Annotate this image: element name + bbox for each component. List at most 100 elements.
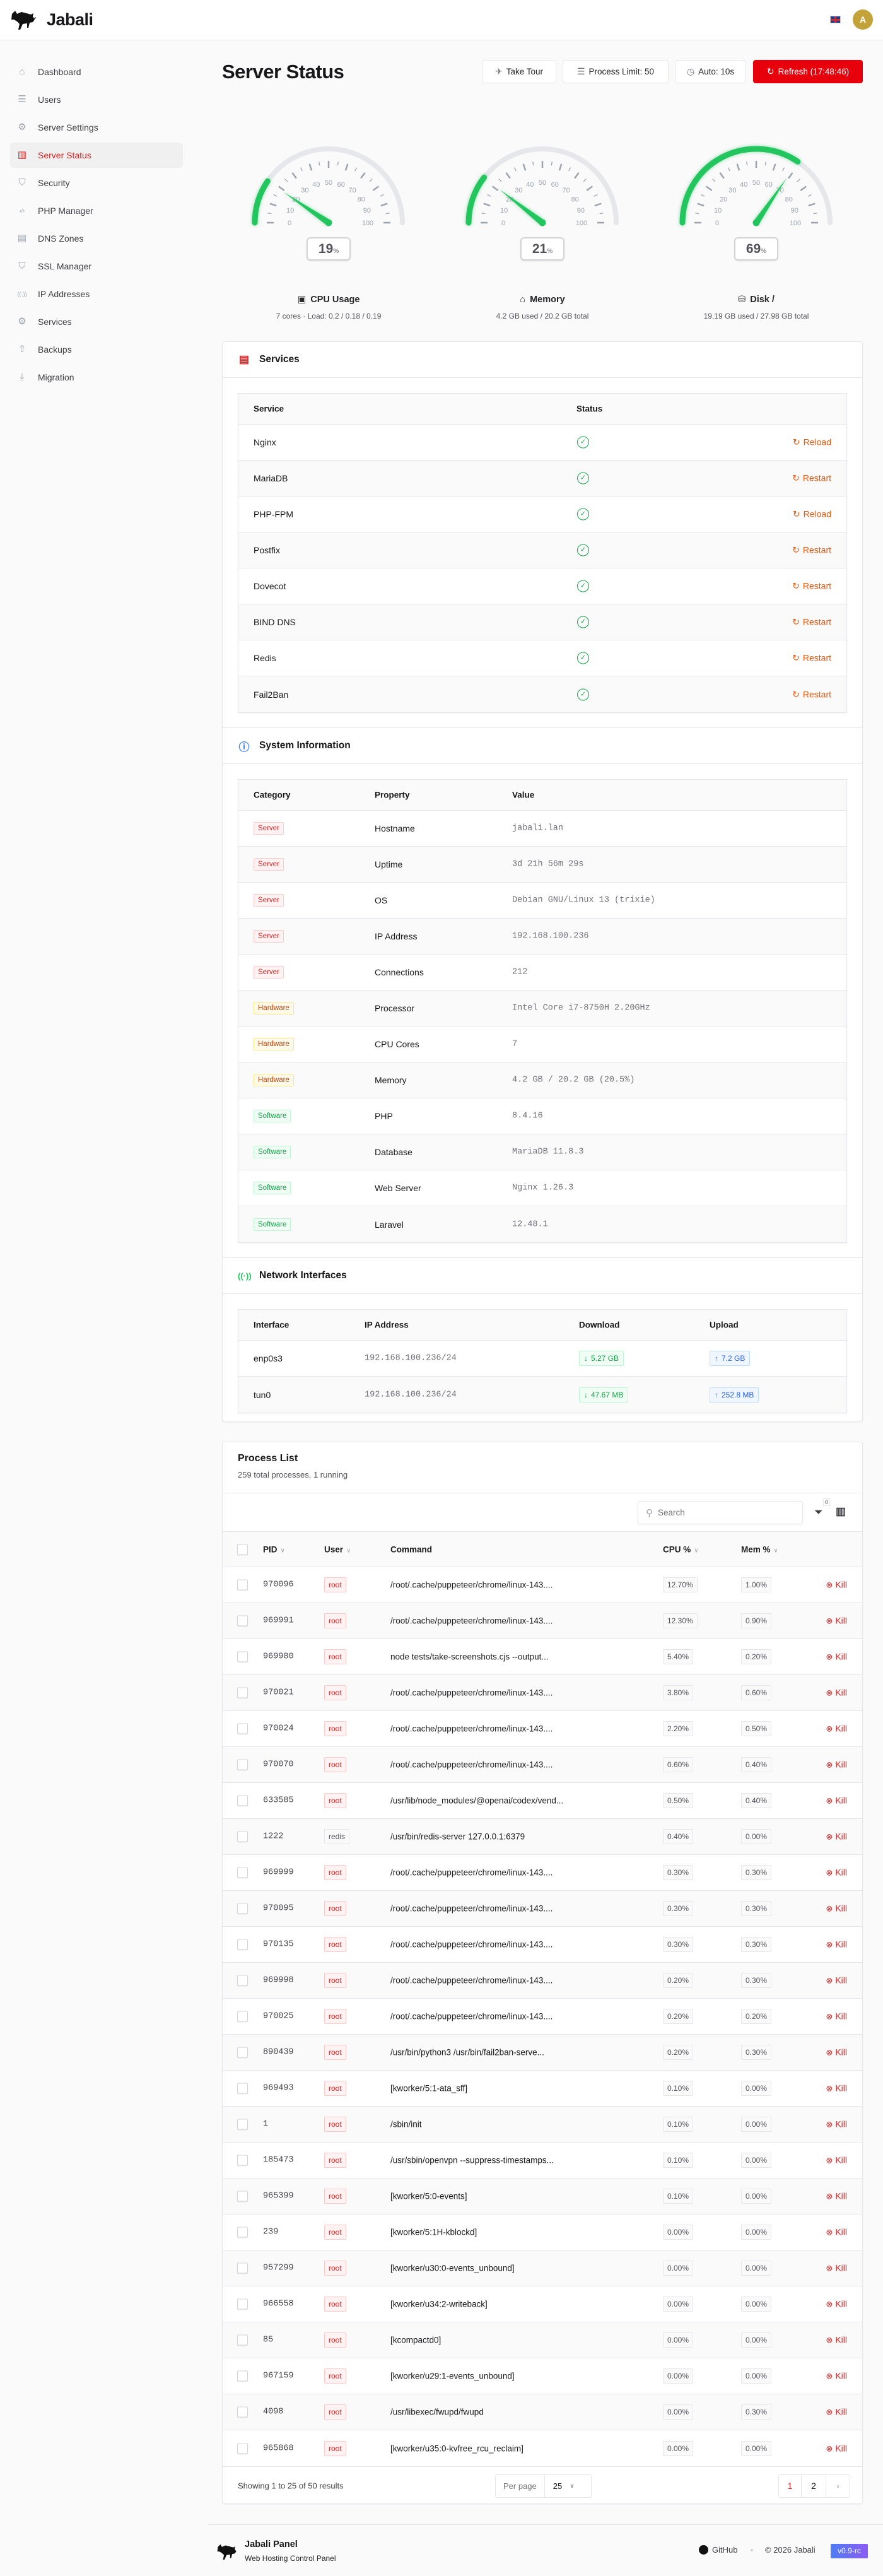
select-all-checkbox[interactable] [237,1544,248,1555]
kill-button[interactable]: ⊗ Kill [826,1760,847,1770]
row-checkbox[interactable] [237,2047,248,2058]
reload-button[interactable]: ↻ Reload [793,509,831,520]
kill-button[interactable]: ⊗ Kill [826,2299,847,2310]
reload-button[interactable]: ↻ Reload [793,437,831,448]
row-checkbox[interactable] [237,2298,248,2310]
sidebar-item-dashboard[interactable]: ⌂ Dashboard [10,59,183,85]
page-2-button[interactable]: 2 [802,2475,826,2497]
auto-refresh-button[interactable]: ◷ Auto: 10s [675,60,746,83]
kill-button[interactable]: ⊗ Kill [826,1975,847,1986]
sidebar-item-backups[interactable]: ⇧ Backups [10,337,183,362]
row-checkbox[interactable] [237,2370,248,2382]
per-page-select[interactable]: Per page 25 ∨ [495,2474,592,2498]
gauge-tick [712,179,716,182]
take-tour-label: Take Tour [506,67,544,76]
kill-button[interactable]: ⊗ Kill [826,2335,847,2346]
kill-button[interactable]: ⊗ Kill [826,1652,847,1662]
boar-logo-icon[interactable] [10,9,37,32]
row-checkbox[interactable] [237,2011,248,2022]
kill-label: Kill [835,2262,847,2273]
restart-button[interactable]: ↻ Restart [792,617,831,628]
kill-button[interactable]: ⊗ Kill [826,1796,847,1806]
kill-button[interactable]: ⊗ Kill [826,2011,847,2022]
row-checkbox[interactable] [237,1939,248,1950]
col-mem[interactable]: Mem % ∨ [741,1544,778,1554]
restart-button[interactable]: ↻ Restart [792,581,831,592]
row-checkbox[interactable] [237,1795,248,1806]
github-link[interactable]: GitHub [699,2545,737,2555]
sidebar-item-ssl-manager[interactable]: ⛉ SSL Manager [10,254,183,279]
take-tour-button[interactable]: ✈ Take Tour [482,60,556,83]
row-checkbox[interactable] [237,2406,248,2418]
restart-button[interactable]: ↻ Restart [792,689,831,700]
kill-button[interactable]: ⊗ Kill [826,1867,847,1878]
gauge-label-text: CPU Usage [310,295,360,305]
next-page-icon[interactable]: › [836,2481,839,2491]
row-checkbox[interactable] [237,1759,248,1770]
process-limit-button[interactable]: ☰ Process Limit: 50 [563,60,669,83]
row-checkbox[interactable] [237,1723,248,1734]
row-checkbox[interactable] [237,2334,248,2346]
uk-flag-icon[interactable] [830,16,841,23]
row-checkbox[interactable] [237,1975,248,1986]
row-checkbox[interactable] [237,2262,248,2274]
property-value: MariaDB 11.8.3 [512,1147,584,1157]
kill-button[interactable]: ⊗ Kill [826,2191,847,2202]
col-user[interactable]: User ∨ [324,1544,351,1554]
service-row: Dovecot ✓ ↻ Restart [238,568,846,604]
kill-button[interactable]: ⊗ Kill [826,2407,847,2418]
kill-button[interactable]: ⊗ Kill [826,1903,847,1914]
sidebar-item-dns-zones[interactable]: ▤ DNS Zones [10,226,183,251]
kill-button[interactable]: ⊗ Kill [826,2371,847,2382]
row-checkbox[interactable] [237,2191,248,2202]
sidebar-item-php-manager[interactable]: ‹/› PHP Manager [10,198,183,223]
kill-button[interactable]: ⊗ Kill [826,2227,847,2238]
property-value: Intel Core i7-8750H 2.20GHz [512,1003,650,1013]
row-checkbox[interactable] [237,1579,248,1591]
row-checkbox[interactable] [237,1687,248,1698]
restart-button[interactable]: ↻ Restart [792,545,831,556]
mem-percent: 0.30% [741,2404,772,2420]
avatar[interactable]: A [853,9,873,30]
search-input[interactable] [658,1508,784,1517]
row-checkbox[interactable] [237,2119,248,2130]
sidebar-item-server-status[interactable]: ▥ Server Status [10,143,183,168]
row-checkbox[interactable] [237,1867,248,1878]
restart-button[interactable]: ↻ Restart [792,653,831,664]
kill-button[interactable]: ⊗ Kill [826,1580,847,1591]
columns-icon[interactable]: ▥ [836,1505,846,1517]
kill-button[interactable]: ⊗ Kill [826,1724,847,1734]
refresh-button[interactable]: ↻ Refresh (17:48:46) [753,60,863,83]
kill-button[interactable]: ⊗ Kill [826,1616,847,1626]
kill-button[interactable]: ⊗ Kill [826,1688,847,1698]
kill-button[interactable]: ⊗ Kill [826,2155,847,2166]
sidebar-item-ip-addresses[interactable]: ((·)) IP Addresses [10,281,183,307]
kill-button[interactable]: ⊗ Kill [826,2443,847,2454]
kill-button[interactable]: ⊗ Kill [826,2047,847,2058]
sidebar-item-security[interactable]: ⛉ Security [10,170,183,196]
col-pid[interactable]: PID ∨ [263,1544,285,1554]
row-checkbox[interactable] [237,2226,248,2238]
search-box[interactable]: ⚲ [638,1501,803,1524]
row-checkbox[interactable] [237,1615,248,1626]
sidebar-item-migration[interactable]: ⤓ Migration [10,365,183,390]
restart-button[interactable]: ↻ Restart [792,473,831,484]
filter-icon[interactable]: ⏷ [814,1506,823,1518]
kill-button[interactable]: ⊗ Kill [826,2119,847,2130]
row-checkbox[interactable] [237,1651,248,1662]
col-cpu[interactable]: CPU % ∨ [663,1544,699,1554]
kill-button[interactable]: ⊗ Kill [826,2083,847,2094]
app-name[interactable]: Jabali [47,10,93,29]
kill-button[interactable]: ⊗ Kill [826,1832,847,1842]
kill-button[interactable]: ⊗ Kill [826,2263,847,2274]
kill-button[interactable]: ⊗ Kill [826,1939,847,1950]
page-1-button[interactable]: 1 [779,2475,802,2497]
sidebar-item-server-settings[interactable]: ⚙ Server Settings [10,115,183,140]
row-checkbox[interactable] [237,2155,248,2166]
sidebar-item-services[interactable]: ⚙ Services [10,309,183,334]
sidebar-item-users[interactable]: ☰ Users [10,87,183,112]
row-checkbox[interactable] [237,2443,248,2454]
row-checkbox[interactable] [237,1903,248,1914]
row-checkbox[interactable] [237,2083,248,2094]
row-checkbox[interactable] [237,1831,248,1842]
